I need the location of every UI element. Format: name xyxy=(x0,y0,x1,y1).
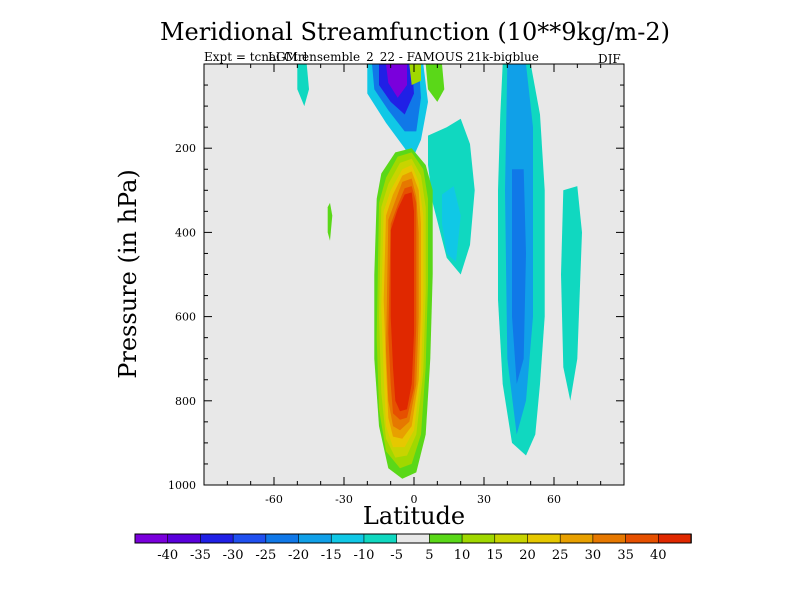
colorbar-label: -40 xyxy=(157,548,178,563)
colorbar-label: -20 xyxy=(288,548,309,563)
y-tick-label: 400 xyxy=(175,226,196,239)
x-axis: -60 -30 0 30 60 xyxy=(203,64,625,506)
colorbar-label: 25 xyxy=(552,548,569,563)
experiment-label-overlap: LGM xyxy=(268,50,298,64)
colorbar-label: 10 xyxy=(454,548,471,563)
colorbar-swatch xyxy=(559,533,594,544)
plot-area: 200 400 600 800 1000 -60 -30 0 30 60 xyxy=(168,63,625,506)
colorbar-swatch xyxy=(527,533,561,544)
colorbar-swatch xyxy=(200,533,234,544)
colorbar-swatch xyxy=(134,533,169,544)
contour-nh-neg-far xyxy=(561,186,582,401)
colorbar-label: 30 xyxy=(585,548,602,563)
colorbar-swatch xyxy=(461,533,496,544)
y-tick-label: 200 xyxy=(175,142,196,155)
season-label: DJF xyxy=(598,52,621,66)
colorbar-label: -5 xyxy=(390,548,403,563)
y-axis-label: Pressure (in hPa) xyxy=(114,169,142,379)
y-tick-label: 600 xyxy=(175,311,196,324)
colorbar-swatch xyxy=(298,533,333,544)
x-axis-label: Latitude xyxy=(363,502,465,530)
contour-nh-neg-core xyxy=(512,169,526,384)
colorbar-swatch xyxy=(330,533,365,544)
colorbar-label: 15 xyxy=(486,548,503,563)
colorbar-swatch xyxy=(363,533,398,544)
colorbar-swatch xyxy=(396,533,431,544)
contour-upper-neg-4 xyxy=(386,64,407,98)
contour-upper-pos xyxy=(425,64,445,102)
colorbar-label: 35 xyxy=(617,548,634,563)
contour-sh-small xyxy=(327,202,333,241)
colorbar-label: -35 xyxy=(190,548,211,563)
x-tick-label: -60 xyxy=(265,493,283,506)
contour-main-pos-level-8 xyxy=(390,192,414,412)
experiment-name: ensemble_2_22 - FAMOUS 21k-bigblue xyxy=(302,50,539,64)
colorbar-swatch xyxy=(429,533,463,544)
experiment-label: Expt = tcnal Ctrl xyxy=(204,50,308,64)
colorbar-label: -25 xyxy=(255,548,276,563)
colorbar: -40 -35 -30 -25 -20 -15 -10 -5 5 10 15 20 25 30 35 40 xyxy=(134,533,692,563)
x-tick-label: 0 xyxy=(411,493,418,506)
colorbar-label: -10 xyxy=(353,548,374,563)
chart-title: Meridional Streamfunction (10**9kg/m-2) xyxy=(160,18,670,46)
y-tick-label: 1000 xyxy=(168,479,196,492)
colorbar-swatch xyxy=(592,533,627,544)
contour-upper-pos-2 xyxy=(409,64,421,85)
colorbar-label: -15 xyxy=(321,548,342,563)
colorbar-swatch xyxy=(494,533,529,544)
contour-upper-left-neg xyxy=(297,64,309,107)
contour-fields xyxy=(297,64,582,479)
colorbar-swatch xyxy=(232,533,267,544)
colorbar-swatch xyxy=(657,533,692,544)
colorbar-swatch xyxy=(265,533,300,544)
colorbar-label: 5 xyxy=(425,548,433,563)
contour-mid-neg-small xyxy=(442,186,461,262)
colorbar-swatch xyxy=(625,533,660,544)
x-tick-label: -30 xyxy=(335,493,353,506)
x-tick-label: 60 xyxy=(547,493,561,506)
colorbar-label: -30 xyxy=(223,548,244,563)
x-tick-label: 30 xyxy=(477,493,491,506)
colorbar-label: 40 xyxy=(650,548,667,563)
colorbar-label: 20 xyxy=(519,548,536,563)
y-axis: 200 400 600 800 1000 xyxy=(168,84,624,492)
y-tick-label: 800 xyxy=(175,395,196,408)
colorbar-swatch xyxy=(167,533,202,544)
colorbar-frame xyxy=(134,533,692,544)
